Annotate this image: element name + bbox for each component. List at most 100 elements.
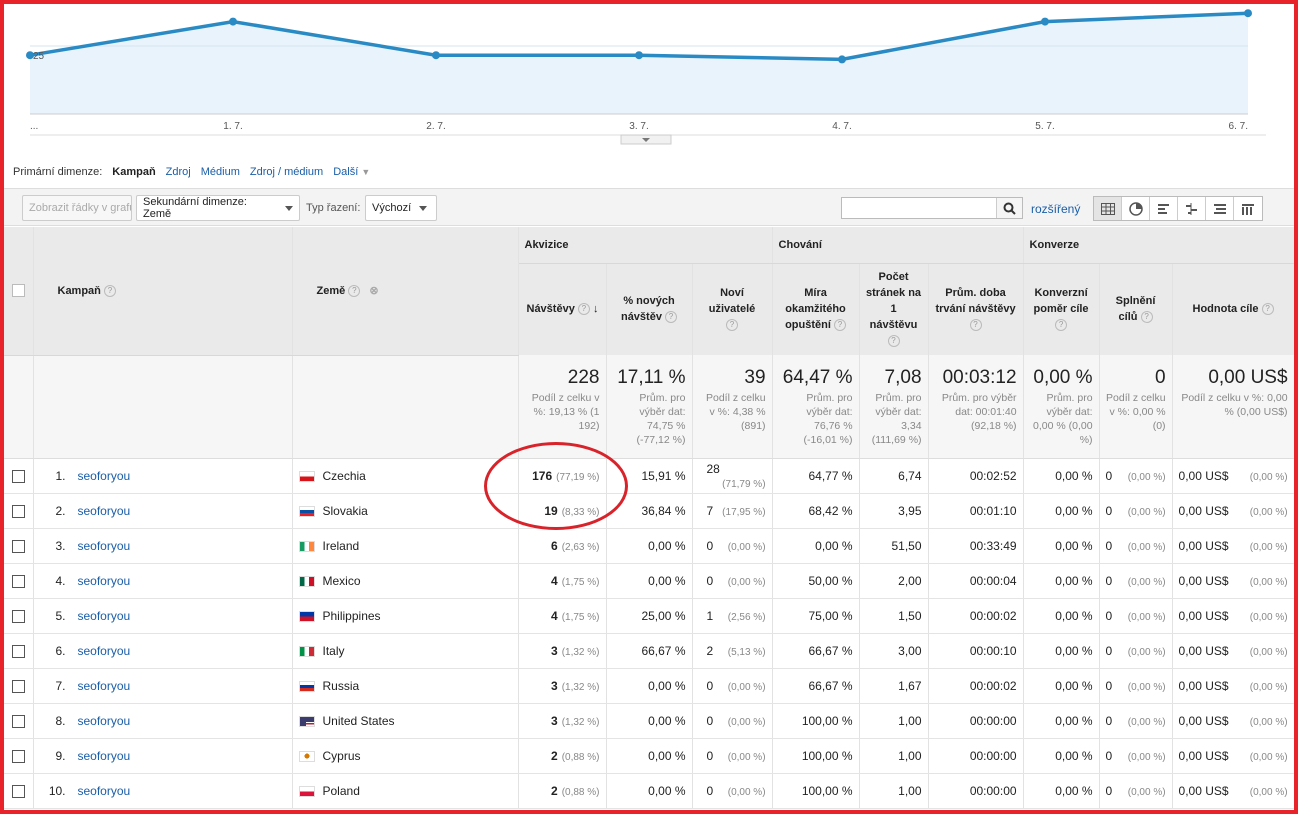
goal-completions-value: 0: [1105, 748, 1113, 763]
row-checkbox[interactable]: [11, 714, 25, 728]
dimension-campaign[interactable]: Kampaň: [112, 166, 156, 178]
new-sessions-header[interactable]: % nových návštěv ?: [606, 263, 693, 355]
plot-rows-button[interactable]: Zobrazit řádky v grafu: [22, 195, 132, 221]
row-checkbox[interactable]: [11, 469, 25, 483]
dimension-more-dropdown[interactable]: Další ▼: [333, 166, 371, 178]
dimension-source[interactable]: Zdroj: [165, 166, 191, 178]
country-name[interactable]: Poland: [322, 783, 360, 798]
row-checkbox[interactable]: [11, 539, 25, 553]
goal-conversion-value: 0,00 %: [1055, 748, 1093, 763]
table-view-button[interactable]: [1094, 197, 1122, 220]
country-name[interactable]: Russia: [322, 678, 360, 693]
help-icon[interactable]: ?: [887, 335, 900, 348]
campaign-link[interactable]: seoforyou: [77, 748, 131, 763]
avg-duration-header[interactable]: Prům. doba trvání návštěvy?: [928, 263, 1024, 355]
new-users-header[interactable]: Noví uživatelé?: [692, 263, 773, 355]
goal-completions-percent: (0,00 %): [1127, 506, 1166, 518]
visits-percent: (2,63 %): [561, 541, 600, 553]
select-all-checkbox[interactable]: [11, 284, 25, 298]
row-checkbox[interactable]: [11, 574, 25, 588]
flag-ie-icon: [298, 540, 315, 552]
pages-per-visit-header[interactable]: Počet stránek na 1 návštěvu?: [859, 263, 929, 355]
row-checkbox[interactable]: [11, 679, 25, 693]
row-checkbox[interactable]: [11, 609, 25, 623]
help-icon[interactable]: ?: [1140, 311, 1153, 324]
pages-per-visit-value: 51,50: [891, 538, 922, 553]
sort-type-dropdown[interactable]: Výchozí: [365, 195, 437, 221]
goal-completions-cell: 0 (0,00 %): [1099, 493, 1173, 529]
row-checkbox[interactable]: [11, 644, 25, 658]
bounce-rate-header[interactable]: Míra okamžitého opuštění ?: [772, 263, 860, 355]
help-icon[interactable]: ?: [665, 311, 678, 324]
advanced-filter-link[interactable]: rozšířený: [1031, 202, 1081, 216]
comparison-view-button[interactable]: [1178, 197, 1206, 220]
help-icon[interactable]: ?: [1261, 303, 1274, 316]
country-name[interactable]: Italy: [322, 643, 345, 658]
country-cell: United States: [292, 703, 519, 739]
help-icon[interactable]: ?: [577, 303, 590, 316]
goal-completions-cell: 0 (0,00 %): [1099, 633, 1173, 669]
campaign-link[interactable]: seoforyou: [77, 713, 131, 728]
new-users-percent: (0,00 %): [727, 681, 766, 693]
goal-value-percent: (0,00 %): [1249, 506, 1288, 518]
row-rank: 2.: [55, 503, 66, 518]
campaign-cell: 8. seoforyou: [33, 703, 293, 739]
dimension-medium[interactable]: Médium: [200, 166, 240, 178]
help-icon[interactable]: ?: [726, 319, 739, 332]
pie-chart-icon: [1128, 201, 1143, 216]
view-switcher: [1093, 196, 1263, 221]
row-checkbox[interactable]: [11, 504, 25, 518]
dimension-source-medium[interactable]: Zdroj / médium: [249, 166, 324, 178]
y-tick-label: 25: [33, 51, 45, 62]
bounce-rate-cell: 100,00 %: [772, 738, 860, 774]
total-cell: 0,00 % Prům. pro výběr dat: 0,00 % (0,00 …: [1023, 355, 1100, 459]
campaign-header[interactable]: Kampaň ?: [33, 227, 293, 356]
country-name[interactable]: Mexico: [322, 573, 361, 588]
campaign-link[interactable]: seoforyou: [77, 503, 131, 518]
help-icon[interactable]: ?: [348, 285, 361, 298]
secondary-dimension-dropdown[interactable]: Sekundární dimenze: Země: [136, 195, 300, 221]
performance-view-button[interactable]: [1150, 197, 1178, 220]
country-name[interactable]: United States: [322, 713, 395, 728]
row-checkbox[interactable]: [11, 784, 25, 798]
goal-completions-percent: (0,00 %): [1127, 541, 1166, 553]
x-tick-label: 2. 7.: [426, 121, 445, 132]
pages-per-visit-cell: 1,67: [859, 668, 929, 704]
row-checkbox[interactable]: [11, 749, 25, 763]
country-name[interactable]: Slovakia: [322, 503, 368, 518]
help-icon[interactable]: ?: [103, 284, 116, 297]
pivot-view-button[interactable]: [1234, 197, 1262, 220]
goal-value-header[interactable]: Hodnota cíle ?: [1172, 263, 1295, 355]
pie-view-button[interactable]: [1122, 197, 1150, 220]
country-name[interactable]: Philippines: [322, 608, 381, 623]
campaign-link[interactable]: seoforyou: [77, 678, 131, 693]
bounce-rate-cell: 100,00 %: [772, 703, 860, 739]
help-icon[interactable]: ?: [1055, 319, 1068, 332]
country-name[interactable]: Czechia: [322, 468, 366, 483]
search-button[interactable]: [996, 198, 1022, 218]
visits-header[interactable]: Návštěvy ? ↓: [518, 263, 607, 355]
country-header[interactable]: Země ? ⊗: [292, 227, 519, 356]
remove-dimension-icon[interactable]: ⊗: [369, 285, 379, 298]
goal-conversion-header[interactable]: Konverzní poměr cíle?: [1023, 263, 1100, 355]
row-select-cell: [4, 738, 34, 774]
visits-value: 2: [551, 783, 558, 798]
row-select-cell: [4, 633, 34, 669]
campaign-link[interactable]: seoforyou: [77, 468, 131, 483]
campaign-link[interactable]: seoforyou: [77, 608, 131, 623]
term-cloud-view-button[interactable]: [1206, 197, 1234, 220]
search-input[interactable]: [842, 198, 996, 218]
goal-completions-percent: (0,00 %): [1127, 716, 1166, 728]
country-name[interactable]: Ireland: [322, 538, 360, 553]
goal-completions-header[interactable]: Splnění cílů ?: [1099, 263, 1173, 355]
help-icon[interactable]: ?: [969, 319, 982, 332]
campaign-link[interactable]: seoforyou: [77, 538, 131, 553]
campaign-link[interactable]: seoforyou: [77, 573, 131, 588]
goal-completions-value: 0: [1105, 643, 1113, 658]
campaign-link[interactable]: seoforyou: [77, 783, 131, 798]
country-name[interactable]: Cyprus: [322, 748, 361, 763]
new-users-percent: (2,56 %): [727, 611, 766, 623]
bounce-rate-value: 75,00 %: [808, 608, 853, 623]
help-icon[interactable]: ?: [833, 319, 846, 332]
campaign-link[interactable]: seoforyou: [77, 643, 131, 658]
